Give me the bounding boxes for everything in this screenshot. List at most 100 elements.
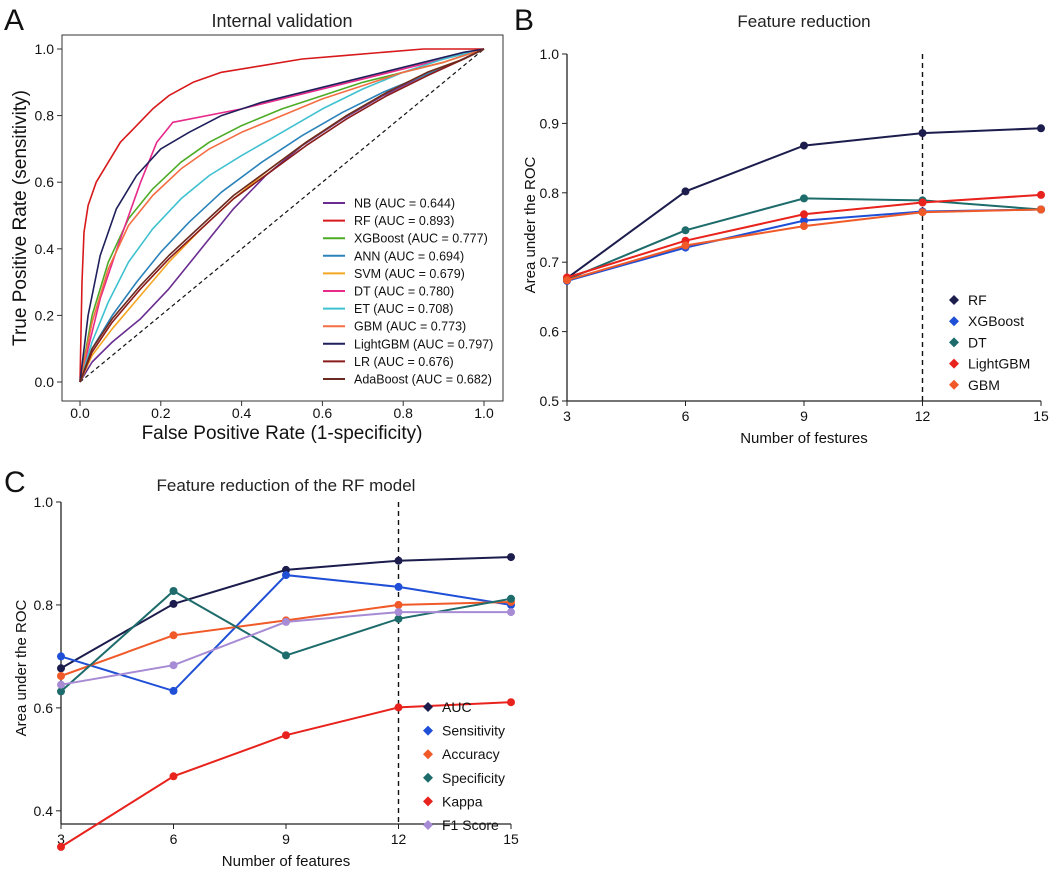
panel-c-data-point — [57, 664, 65, 673]
panel-a: A Internal validation 0.0 0.2 0.4 0.6 0.8 1.0… — [4, 4, 504, 444]
panel-b-data-point — [918, 208, 927, 217]
panel-a-y-tick-label: 0.2 — [35, 307, 55, 323]
panel-c-data-point — [507, 698, 515, 707]
panel-b-data-point — [681, 241, 690, 250]
panel-a-legend-item: SVM (AUC = 0.679) — [354, 267, 465, 281]
panel-c-data-point — [282, 651, 290, 660]
panel-b-data-point — [800, 141, 808, 150]
panel-c-y-tick-label: 0.8 — [34, 597, 54, 613]
panel-b-x-tick-label: 6 — [682, 408, 690, 424]
panel-b-legend-marker — [949, 337, 959, 348]
panel-c-label: C — [4, 466, 26, 499]
panel-b-y-tick-label: 0.5 — [540, 393, 560, 409]
panel-c-legend-item: AUC — [442, 699, 472, 715]
panel-c-data-point — [169, 599, 178, 608]
panel-b-legend-item: RF — [968, 292, 987, 308]
panel-b-legend-item: XGBoost — [968, 313, 1024, 329]
panel-a-x-tick-label: 0.4 — [232, 405, 252, 421]
panel-c-x-tick-label: 9 — [282, 831, 290, 847]
panel-c-data-point — [57, 687, 65, 696]
panel-c-y-tick-label: 0.6 — [34, 700, 54, 716]
panel-b-series-line — [566, 193, 1042, 279]
panel-b-data-point — [918, 129, 927, 138]
panel-c-axes: 3 6 9 12 15 0.4 0.6 0.8 1.0 — [34, 494, 519, 847]
panel-b-data-point — [1037, 124, 1045, 133]
panel-c-y-tick-label: 0.4 — [34, 803, 54, 819]
panel-b-legend-marker — [949, 316, 959, 327]
panel-c-data-point — [394, 703, 403, 712]
panel-a-x-tick-label: 0.6 — [313, 405, 333, 421]
panel-a-y-axis-label: True Positive Rate (sensitivity) — [10, 90, 31, 346]
panel-c-legend-item: F1 Score — [442, 817, 499, 833]
panel-b-y-axis-label: Area under the ROC — [522, 156, 539, 293]
panel-b-x-tick-label: 3 — [563, 408, 571, 424]
panel-b-data-point — [918, 198, 927, 207]
panel-c-data-point — [507, 594, 515, 603]
panel-a-legend-item: ET (AUC = 0.708) — [354, 302, 453, 316]
panel-a-y-tick-label: 0.8 — [35, 108, 55, 124]
panel-c-data-point — [394, 614, 403, 623]
panel-c-legend-item: Sensitivity — [442, 723, 505, 739]
panel-b-legend-marker — [949, 379, 959, 390]
panel-c-title: Feature reduction of the RF model — [157, 476, 416, 495]
panel-b-y-tick-label: 0.8 — [540, 185, 560, 201]
panel-a-legend-item: LR (AUC = 0.676) — [354, 355, 454, 369]
panel-c-legend-item: Specificity — [442, 770, 505, 786]
panel-c-legend-marker — [423, 749, 433, 760]
panel-a-legend-item: RF (AUC = 0.893) — [354, 214, 454, 228]
panel-b-legend-item: LightGBM — [968, 356, 1030, 372]
panel-a-y-tick-label: 0.6 — [35, 174, 55, 190]
panel-b-legend-item: DT — [968, 334, 987, 350]
panel-a-series-line — [79, 48, 485, 383]
panel-c-data-point — [282, 571, 290, 580]
panel-c-series — [57, 553, 515, 851]
panel-c-x-tick-label: 12 — [391, 831, 407, 847]
panel-b-y-tick-label: 0.9 — [540, 115, 560, 131]
panel-a-series-line — [79, 48, 485, 383]
panel-a-legend-item: XGBoost (AUC = 0.777) — [354, 232, 488, 246]
panel-a-plot-frame — [61, 34, 504, 402]
panel-b-y-tick-label: 1.0 — [540, 46, 560, 62]
panel-b-legend: RF XGBoost DT LightGBM GBM — [949, 292, 1030, 393]
panel-a-y-tick-label: 0.4 — [35, 241, 55, 257]
panel-c-legend-marker — [423, 725, 433, 736]
panel-c-legend-marker — [423, 796, 433, 807]
panel-b-legend-marker — [949, 295, 959, 305]
panel-b: B Feature reduction 3 6 9 12 15 0.5 0.6 0.7 0.8 0… — [514, 4, 1049, 447]
panel-a-x-tick-label: 1.0 — [474, 405, 494, 421]
panel-c-data-point — [282, 617, 290, 626]
panel-a-legend-item: LightGBM (AUC = 0.797) — [354, 337, 493, 351]
panel-b-series — [563, 124, 1045, 285]
panel-a-y-tick-label: 0.0 — [35, 374, 55, 390]
panel-a-series-line — [79, 48, 485, 383]
panel-c-x-tick-label: 15 — [503, 831, 519, 847]
panel-b-data-point — [681, 226, 690, 235]
panel-c-legend: AUC Sensitivity Accuracy Specificity Kappa F1… — [423, 699, 505, 833]
panel-b-x-tick-label: 12 — [915, 408, 931, 424]
panel-b-x-tick-label: 9 — [800, 408, 808, 424]
panel-a-y-tick-label: 1.0 — [35, 41, 55, 57]
panel-b-data-point — [800, 222, 808, 231]
panel-a-legend-item: DT (AUC = 0.780) — [354, 285, 454, 299]
panel-c-legend-marker — [423, 772, 433, 783]
panel-c-data-point — [169, 772, 178, 781]
panel-b-axes: 3 6 9 12 15 0.5 0.6 0.7 0.8 0.9 1.0 — [540, 46, 1049, 424]
panel-a-legend-item: AdaBoost (AUC = 0.682) — [354, 373, 492, 387]
panel-a-reference-diagonal — [79, 48, 485, 383]
panel-c-data-point — [394, 556, 403, 565]
panel-a-x-tick-label: 0.0 — [70, 405, 90, 421]
panel-c-legend-item: Kappa — [442, 793, 483, 809]
panel-b-y-tick-label: 0.7 — [540, 254, 560, 270]
panel-b-label: B — [514, 4, 534, 37]
panel-c-data-point — [57, 842, 65, 851]
panel-c-data-point — [57, 672, 65, 680]
panel-a-ticks: 0.0 0.2 0.4 0.6 0.8 1.0 0.0 0.2 0.4 0.6 0.8 1.0 — [35, 41, 494, 421]
panel-c-data-point — [394, 608, 403, 617]
panel-a-series-line — [79, 48, 485, 383]
panel-b-legend-marker — [949, 358, 959, 369]
panel-c-data-point — [394, 600, 403, 609]
panel-b-x-tick-label: 15 — [1033, 408, 1049, 424]
panel-c-legend-item: Accuracy — [442, 746, 500, 762]
panel-b-y-tick-label: 0.6 — [540, 324, 560, 340]
